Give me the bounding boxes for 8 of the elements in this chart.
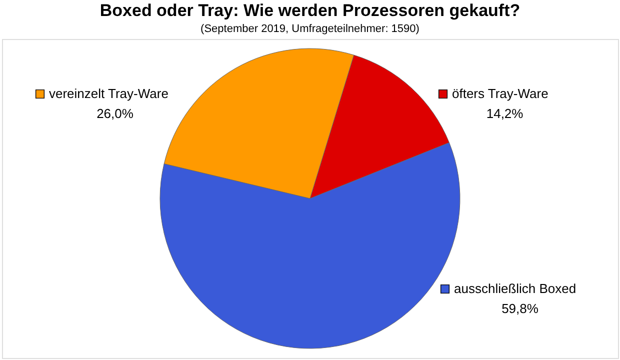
data-label: 26,0% [96, 106, 134, 121]
chart-title: Boxed oder Tray: Wie werden Prozessoren gekauft? [100, 1, 520, 20]
data-label: 59,8% [502, 301, 539, 316]
legend-label: öfters Tray-Ware [452, 86, 548, 101]
data-label: 14,2% [486, 106, 524, 121]
legend-label: vereinzelt Tray-Ware [49, 86, 168, 101]
chart-subtitle: (September 2019, Umfrageteilnehmer: 1590) [200, 23, 420, 35]
legend-label: ausschließlich Boxed [454, 281, 576, 296]
